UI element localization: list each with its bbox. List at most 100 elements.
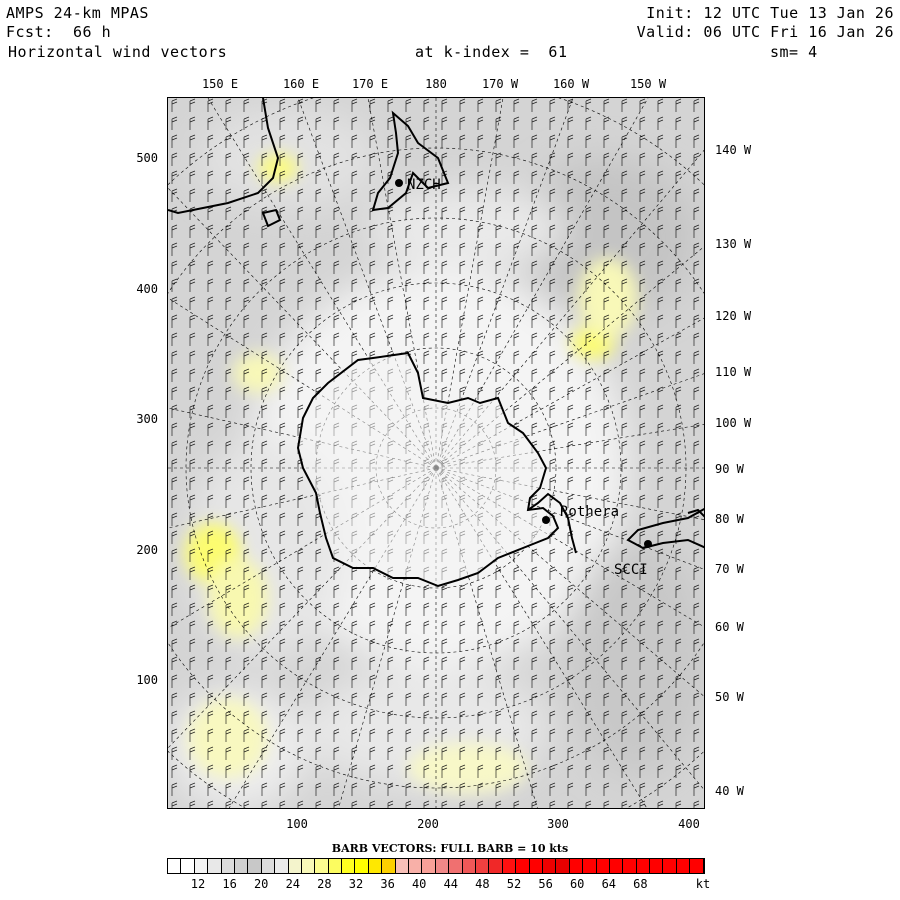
colorbar-label: 52 bbox=[506, 877, 522, 891]
colorbar-box bbox=[395, 859, 410, 873]
lon-label-top: 160 E bbox=[282, 77, 320, 91]
lon-label-right: 90 W bbox=[715, 462, 744, 476]
colorbar-box bbox=[168, 859, 182, 873]
colorbar-box bbox=[422, 859, 436, 873]
colorbar-label: 12 bbox=[190, 877, 206, 891]
lon-label-top: 160 W bbox=[552, 77, 590, 91]
colorbar-box bbox=[623, 859, 637, 873]
grid-y-label: 200 bbox=[136, 543, 158, 557]
colorbar-label: 64 bbox=[601, 877, 617, 891]
grid-x-label: 300 bbox=[547, 817, 569, 831]
colorbar-box bbox=[596, 859, 610, 873]
colorbar-box bbox=[261, 859, 276, 873]
forecast-hour: 66 h bbox=[73, 23, 112, 41]
colorbar-box bbox=[368, 859, 383, 873]
tasmania-coastline bbox=[261, 208, 282, 228]
colorbar-box bbox=[194, 859, 209, 873]
station-rothera-dot bbox=[542, 516, 550, 524]
colorbar-box bbox=[516, 859, 530, 873]
colorbar-box bbox=[435, 859, 450, 873]
latlon-grid bbox=[168, 98, 704, 808]
lon-label-top: 150 E bbox=[201, 77, 239, 91]
colorbar-box bbox=[328, 859, 343, 873]
init-time: Init: 12 UTC Tue 13 Jan 26 bbox=[646, 4, 894, 22]
colorbar-label: 40 bbox=[411, 877, 427, 891]
colorbar-box bbox=[690, 859, 704, 873]
lon-label-right: 120 W bbox=[715, 309, 752, 323]
colorbar-box bbox=[462, 859, 476, 873]
colorbar-label: 60 bbox=[569, 877, 585, 891]
colorbar-box bbox=[288, 859, 302, 873]
model-title: AMPS 24-km MPAS bbox=[6, 4, 149, 22]
colorbar-box bbox=[449, 859, 463, 873]
colorbar-box bbox=[248, 859, 262, 873]
station-scci-label: SCCI bbox=[614, 562, 648, 578]
lon-label-right: 40 W bbox=[715, 784, 744, 798]
australia-coastline bbox=[168, 98, 280, 215]
colorbar-label: 56 bbox=[538, 877, 553, 891]
antarctic-peninsula bbox=[527, 492, 577, 554]
new-zealand-coastline bbox=[371, 110, 450, 212]
field-name: Horizontal wind vectors bbox=[8, 43, 228, 61]
lon-label-top: 180 bbox=[425, 77, 447, 91]
smoothing: sm= 4 bbox=[770, 43, 818, 61]
lon-label-right: 60 W bbox=[715, 620, 744, 634]
forecast-label: Fcst: bbox=[6, 23, 54, 41]
grid-y-label: 400 bbox=[136, 282, 158, 296]
grid-y-label: 300 bbox=[136, 412, 158, 426]
colorbar-box bbox=[569, 859, 584, 873]
colorbar-label: kt bbox=[695, 877, 711, 891]
colorbar-box bbox=[181, 859, 195, 873]
colorbar-box bbox=[556, 859, 570, 873]
colorbar-label: 44 bbox=[443, 877, 459, 891]
lon-label-right: 70 W bbox=[715, 562, 744, 576]
colorbar-label: 32 bbox=[348, 877, 364, 891]
lon-label-top: 170 E bbox=[351, 77, 389, 91]
colorbar-box bbox=[583, 859, 597, 873]
colorbar-label: 24 bbox=[285, 877, 301, 891]
colorbar-box bbox=[234, 859, 249, 873]
lon-label-right: 140 W bbox=[715, 143, 752, 157]
colorbar-box bbox=[663, 859, 677, 873]
wind-map: NZCH Rothera SCCI bbox=[167, 97, 705, 809]
valid-time: Valid: 06 UTC Fri 16 Jan 26 bbox=[636, 23, 894, 41]
colorbar-label: 28 bbox=[317, 877, 332, 891]
colorbar-box bbox=[409, 859, 423, 873]
colorbar-box bbox=[650, 859, 664, 873]
grid-x-label: 200 bbox=[417, 817, 439, 831]
colorbar-box bbox=[489, 859, 503, 873]
colorbar-box bbox=[529, 859, 543, 873]
colorbar-box bbox=[355, 859, 369, 873]
colorbar-box bbox=[676, 859, 691, 873]
colorbar-box bbox=[315, 859, 329, 873]
lon-label-right: 50 W bbox=[715, 690, 744, 704]
colorbar-box bbox=[502, 859, 517, 873]
colorbar-label: 48 bbox=[475, 877, 490, 891]
colorbar-box bbox=[542, 859, 557, 873]
grid-x-label: 100 bbox=[286, 817, 308, 831]
colorbar-box bbox=[382, 859, 396, 873]
colorbar-label: 68 bbox=[633, 877, 648, 891]
colorbar-box bbox=[301, 859, 316, 873]
lon-label-right: 80 W bbox=[715, 512, 744, 526]
colorbar-box bbox=[275, 859, 289, 873]
south-america-coastline bbox=[626, 507, 704, 550]
grid-y-label: 100 bbox=[136, 673, 158, 687]
antarctica-coastline bbox=[296, 351, 560, 588]
station-nzch-label: NZCH bbox=[407, 177, 441, 193]
colorbar-box bbox=[475, 859, 490, 873]
colorbar-label: 20 bbox=[253, 877, 269, 891]
lon-label-right: 110 W bbox=[715, 365, 752, 379]
grid-x-label: 400 bbox=[678, 817, 700, 831]
station-scci-dot bbox=[644, 540, 652, 548]
station-nzch-dot bbox=[395, 179, 403, 187]
barb-scale-title: BARB VECTORS: FULL BARB = 10 kts bbox=[331, 842, 569, 855]
station-rothera-label: Rothera bbox=[560, 504, 619, 520]
colorbar-box bbox=[609, 859, 624, 873]
colorbar-box bbox=[636, 859, 651, 873]
lon-label-top: 170 W bbox=[481, 77, 519, 91]
grid-y-label: 500 bbox=[136, 151, 158, 165]
colorbar-box bbox=[208, 859, 222, 873]
colorbar-box bbox=[221, 859, 235, 873]
lon-label-top: 150 W bbox=[629, 77, 667, 91]
